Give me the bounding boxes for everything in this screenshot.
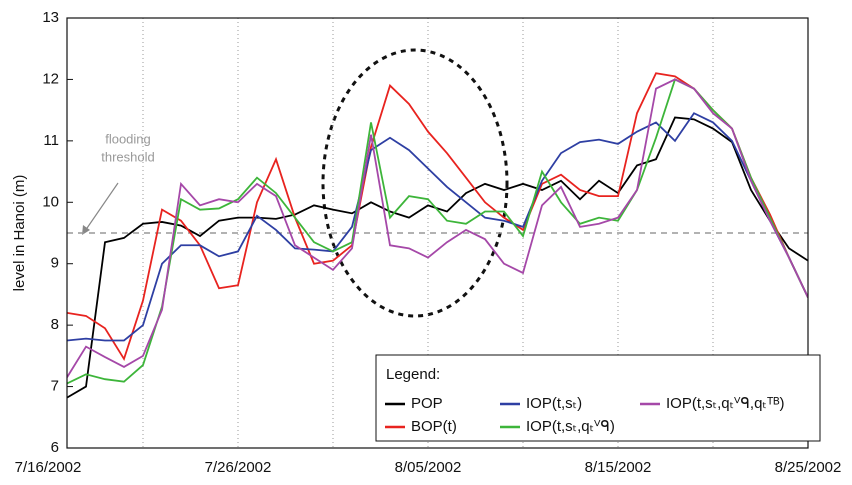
series-line (67, 116, 808, 399)
series-line (67, 112, 808, 342)
y-axis-label: level in Hanoi (m) (11, 175, 28, 292)
plot-area (67, 72, 808, 399)
plot-frame (66, 17, 809, 449)
highlight-ellipse (321, 48, 509, 318)
x-tick-label: 8/05/2002 (395, 459, 462, 476)
y-tick-label: 9 (51, 255, 59, 272)
y-tick-label: 10 (42, 193, 59, 210)
annotation-arrow (84, 182, 119, 232)
legend-label: IOP(t,sₜ) (526, 395, 582, 412)
x-tick-label: 8/15/2002 (585, 459, 652, 476)
annotation: threshold (101, 149, 154, 164)
legend-label: BOP(t) (411, 418, 457, 435)
series-line (67, 78, 808, 378)
y-tick-label: 6 (51, 439, 59, 456)
x-tick-label: 7/16/2002 (15, 459, 82, 476)
y-tick-label: 7 (51, 378, 59, 395)
legend-label: IOP(t,sₜ,qₜⱽᑫ,qₜᵀᴮ) (666, 395, 785, 412)
x-tick-label: 8/25/2002 (775, 459, 842, 476)
x-tick-label: 7/26/2002 (205, 459, 272, 476)
legend-label: POP (411, 395, 443, 412)
y-tick-label: 13 (42, 9, 59, 26)
y-tick-label: 12 (42, 70, 59, 87)
legend-title: Legend: (386, 366, 440, 383)
series-line (67, 72, 808, 362)
legend-label: IOP(t,sₜ,qₜⱽᑫ) (526, 418, 615, 435)
y-tick-label: 8 (51, 316, 59, 333)
legend-box (375, 354, 821, 442)
annotation: flooding (105, 131, 151, 146)
y-tick-label: 11 (43, 132, 59, 149)
